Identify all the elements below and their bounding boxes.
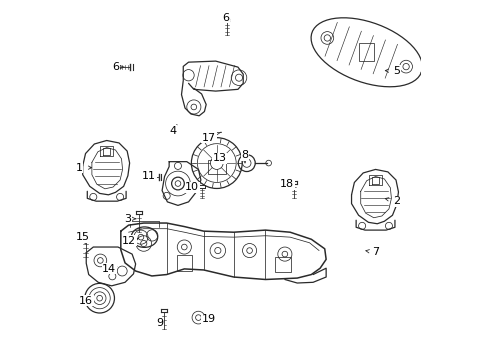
Text: 7: 7: [372, 247, 379, 257]
Text: 18: 18: [280, 179, 294, 189]
Text: 6: 6: [222, 13, 229, 23]
Text: 12: 12: [122, 236, 136, 246]
Text: 6: 6: [113, 62, 120, 72]
Text: 19: 19: [202, 314, 216, 324]
Text: 2: 2: [393, 196, 400, 206]
Text: 5: 5: [393, 66, 400, 76]
Text: 10: 10: [185, 182, 199, 192]
Text: 13: 13: [213, 153, 226, 163]
Text: 17: 17: [202, 133, 216, 143]
Text: 15: 15: [76, 232, 90, 242]
Text: 1: 1: [75, 163, 83, 173]
Text: 4: 4: [169, 126, 176, 136]
Text: 9: 9: [156, 318, 163, 328]
Text: 11: 11: [142, 171, 156, 181]
Text: 14: 14: [102, 264, 116, 274]
Text: 3: 3: [124, 214, 131, 224]
Text: 16: 16: [79, 296, 93, 306]
Text: 8: 8: [242, 150, 248, 160]
